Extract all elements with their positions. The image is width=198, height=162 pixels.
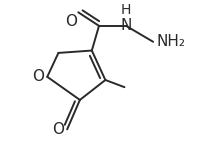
Text: H: H xyxy=(121,3,131,17)
Text: O: O xyxy=(32,69,44,84)
Text: O: O xyxy=(52,122,64,137)
Text: NH₂: NH₂ xyxy=(156,34,185,49)
Text: O: O xyxy=(65,14,77,29)
Text: N: N xyxy=(120,18,132,33)
